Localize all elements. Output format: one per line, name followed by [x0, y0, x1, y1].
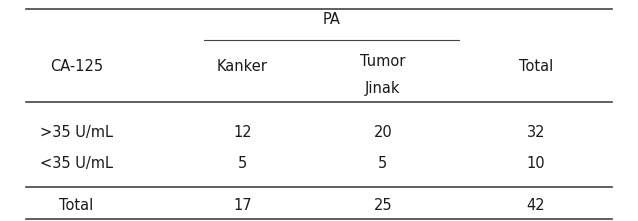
Text: 10: 10: [526, 156, 545, 171]
Text: 5: 5: [238, 156, 247, 171]
Text: Total: Total: [59, 198, 94, 213]
Text: Tumor: Tumor: [360, 54, 406, 69]
Text: 17: 17: [233, 198, 252, 213]
Text: 42: 42: [526, 198, 545, 213]
Text: 20: 20: [373, 125, 392, 140]
Text: 32: 32: [527, 125, 545, 140]
Text: >35 U/mL: >35 U/mL: [40, 125, 113, 140]
Text: 25: 25: [373, 198, 392, 213]
Text: Total: Total: [519, 59, 553, 74]
Text: <35 U/mL: <35 U/mL: [40, 156, 113, 171]
Text: 12: 12: [233, 125, 252, 140]
Text: Jinak: Jinak: [365, 81, 401, 96]
Text: Kanker: Kanker: [217, 59, 268, 74]
Text: 5: 5: [378, 156, 387, 171]
Text: PA: PA: [323, 12, 341, 27]
Text: CA-125: CA-125: [50, 59, 103, 74]
